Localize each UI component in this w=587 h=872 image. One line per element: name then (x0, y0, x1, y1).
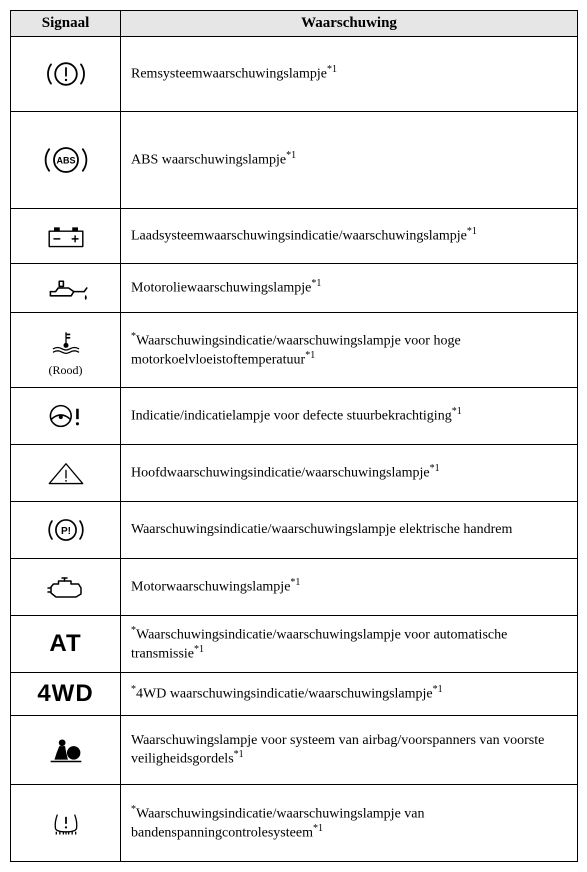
master-icon (11, 445, 121, 502)
table-row: Indicatie/indicatielampje voor defecte s… (11, 388, 578, 445)
abs-icon: ABS (11, 112, 121, 209)
svg-text:P!: P! (60, 526, 70, 537)
header-signal: Signaal (11, 11, 121, 37)
4wd-description: *4WD waarschuwingsindicatie/waarschuwing… (121, 673, 578, 716)
header-row: Signaal Waarschuwing (11, 11, 578, 37)
airbag-icon (11, 716, 121, 785)
table-row: *Waarschuwingsindicatie/waarschuwingslam… (11, 785, 578, 862)
brake-icon (11, 37, 121, 112)
table-row: AT*Waarschuwingsindicatie/waarschuwingsl… (11, 616, 578, 673)
oil-description: Motoroliewaarschuwingslampje*1 (121, 264, 578, 313)
tpms-icon (11, 785, 121, 862)
table-row: Remsysteemwaarschuwingslampje*1 (11, 37, 578, 112)
table-row: Waarschuwingslampje voor systeem van air… (11, 716, 578, 785)
engine-description: Motorwaarschuwingslampje*1 (121, 559, 578, 616)
coolant-icon: (Rood) (11, 313, 121, 388)
table-row: Motorwaarschuwingslampje*1 (11, 559, 578, 616)
at-description: *Waarschuwingsindicatie/waarschuwingslam… (121, 616, 578, 673)
master-description: Hoofdwaarschuwingsindicatie/waarschuwing… (121, 445, 578, 502)
epb-description: Waarschuwingsindicatie/waarschuwingslamp… (121, 502, 578, 559)
at-icon: AT (11, 616, 121, 673)
table-row: 4WD*4WD waarschuwingsindicatie/waarschuw… (11, 673, 578, 716)
engine-icon (11, 559, 121, 616)
warning-lights-table: Signaal Waarschuwing Remsysteemwaarschuw… (10, 10, 578, 862)
table-row: (Rood) *Waarschuwingsindicatie/waarschuwi… (11, 313, 578, 388)
abs-description: ABS waarschuwingslampje*1 (121, 112, 578, 209)
table-row: Laadsysteemwaarschuwingsindicatie/waarsc… (11, 209, 578, 264)
battery-description: Laadsysteemwaarschuwingsindicatie/waarsc… (121, 209, 578, 264)
coolant-sublabel: (Rood) (15, 363, 116, 378)
airbag-description: Waarschuwingslampje voor systeem van air… (121, 716, 578, 785)
4wd-icon: 4WD (11, 673, 121, 716)
tpms-description: *Waarschuwingsindicatie/waarschuwingslam… (121, 785, 578, 862)
header-warning: Waarschuwing (121, 11, 578, 37)
table-row: ABS ABS waarschuwingslampje*1 (11, 112, 578, 209)
table-row: P! Waarschuwingsindicatie/waarschuwingsl… (11, 502, 578, 559)
steering-icon (11, 388, 121, 445)
oil-icon (11, 264, 121, 313)
table-row: Hoofdwaarschuwingsindicatie/waarschuwing… (11, 445, 578, 502)
table-row: Motoroliewaarschuwingslampje*1 (11, 264, 578, 313)
battery-icon (11, 209, 121, 264)
steering-description: Indicatie/indicatielampje voor defecte s… (121, 388, 578, 445)
brake-description: Remsysteemwaarschuwingslampje*1 (121, 37, 578, 112)
svg-text:ABS: ABS (56, 156, 75, 166)
coolant-description: *Waarschuwingsindicatie/waarschuwingslam… (121, 313, 578, 388)
epb-icon: P! (11, 502, 121, 559)
